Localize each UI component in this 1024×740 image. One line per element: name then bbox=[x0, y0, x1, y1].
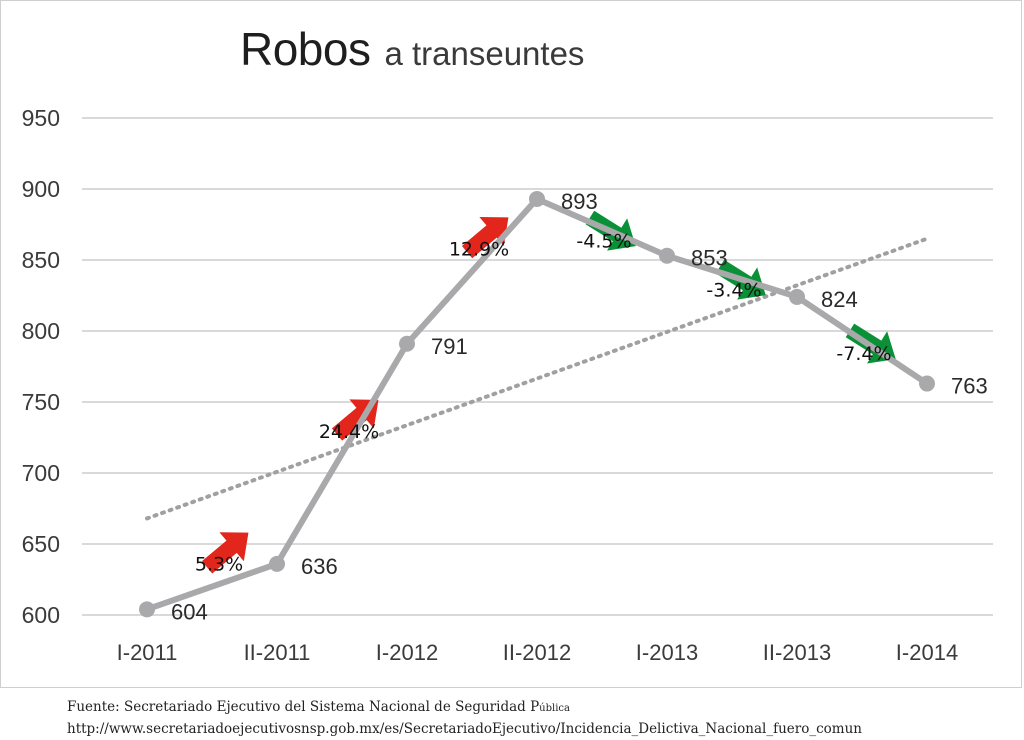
change-label: -3.4% bbox=[706, 279, 761, 301]
source-text-end: ública bbox=[539, 703, 570, 714]
y-tick-label: 750 bbox=[22, 389, 60, 415]
data-label: 763 bbox=[951, 374, 988, 399]
change-labels: 5.3% 24.4% 12.9% -4.5% -3.4% -7.4% bbox=[195, 230, 892, 575]
y-tick-label: 700 bbox=[22, 460, 60, 486]
data-label: 791 bbox=[431, 334, 468, 359]
x-tick-label: II-2011 bbox=[244, 640, 311, 665]
data-label: 636 bbox=[301, 554, 338, 579]
y-tick-label: 600 bbox=[22, 602, 60, 628]
data-point bbox=[269, 555, 285, 572]
data-point bbox=[529, 190, 545, 207]
y-tick-label: 800 bbox=[22, 318, 60, 344]
data-point bbox=[399, 335, 415, 352]
change-label: 12.9% bbox=[449, 238, 509, 260]
grid-lines bbox=[82, 117, 993, 616]
data-point bbox=[919, 375, 935, 392]
data-label: 604 bbox=[171, 599, 208, 624]
chart-title: Robos a transeuntes bbox=[240, 22, 584, 76]
x-tick-label: I-2013 bbox=[636, 640, 698, 665]
source-url: http://www.secretariadoejecutivosnsp.gob… bbox=[67, 721, 862, 737]
chart-title-sub: a transeuntes bbox=[384, 35, 585, 72]
change-label: -4.5% bbox=[576, 230, 631, 252]
chart-title-main: Robos bbox=[240, 23, 371, 75]
y-tick-label: 850 bbox=[22, 247, 60, 273]
y-tick-label: 950 bbox=[22, 105, 60, 131]
data-label: 824 bbox=[821, 287, 858, 312]
x-tick-label: I-2011 bbox=[117, 640, 178, 665]
data-points bbox=[139, 190, 935, 618]
data-label: 893 bbox=[561, 189, 598, 214]
y-tick-label: 650 bbox=[22, 531, 60, 557]
x-tick-label: I-2012 bbox=[376, 640, 438, 665]
chart-frame bbox=[0, 0, 1022, 688]
data-label: 853 bbox=[691, 246, 728, 271]
change-label: -7.4% bbox=[836, 343, 891, 365]
change-label: 5.3% bbox=[195, 554, 243, 576]
x-tick-label: II-2013 bbox=[763, 640, 832, 665]
source-footer: Fuente: Secretariado Ejecutivo del Siste… bbox=[67, 697, 862, 740]
source-text: Fuente: Secretariado Ejecutivo del Siste… bbox=[67, 699, 540, 715]
up-arrow-icon bbox=[201, 532, 249, 574]
x-axis-ticks: I-2011 II-2011 I-2012 II-2012 I-2013 II-2013 I… bbox=[117, 640, 959, 665]
change-label: 24.4% bbox=[319, 421, 379, 443]
x-tick-label: II-2012 bbox=[503, 640, 572, 665]
x-tick-label: I-2014 bbox=[896, 640, 958, 665]
y-tick-label: 900 bbox=[22, 176, 60, 202]
data-labels: 604 636 791 893 853 824 763 bbox=[171, 189, 988, 624]
y-axis-ticks: 600 650 700 750 800 850 900 950 bbox=[22, 105, 60, 628]
data-point bbox=[139, 601, 155, 618]
trend-line bbox=[145, 236, 929, 521]
data-point bbox=[789, 288, 805, 305]
source-line: Fuente: Secretariado Ejecutivo del Siste… bbox=[67, 697, 862, 719]
up-arrow-icon bbox=[461, 216, 509, 259]
data-point bbox=[659, 247, 675, 264]
